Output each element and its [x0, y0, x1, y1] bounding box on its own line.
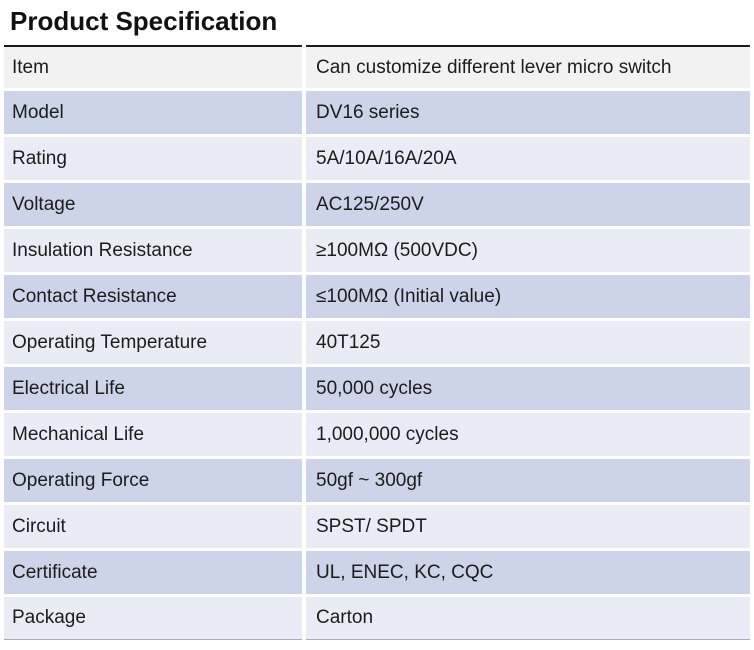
- table-row: Package Carton: [4, 597, 750, 640]
- spec-value-cell: Can customize different lever micro swit…: [306, 45, 750, 88]
- spec-value-cell: ≥100MΩ (500VDC): [306, 229, 750, 272]
- spec-label-cell: Circuit: [4, 505, 302, 548]
- spec-label-cell: Certificate: [4, 551, 302, 594]
- table-row: Operating Temperature 40T125: [4, 321, 750, 364]
- spec-label-cell: Mechanical Life: [4, 413, 302, 456]
- spec-label-cell: Operating Temperature: [4, 321, 302, 364]
- product-specification-table: Item Can customize different lever micro …: [0, 42, 754, 643]
- table-row: Electrical Life 50,000 cycles: [4, 367, 750, 410]
- table-row: Contact Resistance ≤100MΩ (Initial value): [4, 275, 750, 318]
- spec-label-cell: Rating: [4, 137, 302, 180]
- spec-value-cell: 50gf ~ 300gf: [306, 459, 750, 502]
- table-row: Certificate UL, ENEC, KC, CQC: [4, 551, 750, 594]
- spec-label-cell: Voltage: [4, 183, 302, 226]
- table-row: Model DV16 series: [4, 91, 750, 134]
- spec-value-cell: UL, ENEC, KC, CQC: [306, 551, 750, 594]
- spec-label-cell: Contact Resistance: [4, 275, 302, 318]
- spec-value-cell: SPST/ SPDT: [306, 505, 750, 548]
- spec-value-cell: DV16 series: [306, 91, 750, 134]
- spec-value-cell: AC125/250V: [306, 183, 750, 226]
- table-row: Voltage AC125/250V: [4, 183, 750, 226]
- page-title: Product Specification: [10, 6, 278, 36]
- table-row: Operating Force 50gf ~ 300gf: [4, 459, 750, 502]
- spec-label-cell: Insulation Resistance: [4, 229, 302, 272]
- spec-label-cell: Package: [4, 597, 302, 640]
- spec-label-cell: Operating Force: [4, 459, 302, 502]
- spec-value-cell: 1,000,000 cycles: [306, 413, 750, 456]
- table-row: Item Can customize different lever micro …: [4, 45, 750, 88]
- spec-table-body: Item Can customize different lever micro …: [4, 45, 750, 640]
- table-row: Rating 5A/10A/16A/20A: [4, 137, 750, 180]
- spec-value-cell: ≤100MΩ (Initial value): [306, 275, 750, 318]
- spec-value-cell: Carton: [306, 597, 750, 640]
- spec-value-cell: 40T125: [306, 321, 750, 364]
- spec-value-cell: 50,000 cycles: [306, 367, 750, 410]
- spec-value-cell: 5A/10A/16A/20A: [306, 137, 750, 180]
- table-row: Insulation Resistance ≥100MΩ (500VDC): [4, 229, 750, 272]
- table-row: Mechanical Life 1,000,000 cycles: [4, 413, 750, 456]
- spec-label-cell: Electrical Life: [4, 367, 302, 410]
- spec-label-cell: Item: [4, 45, 302, 88]
- spec-label-cell: Model: [4, 91, 302, 134]
- table-row: Circuit SPST/ SPDT: [4, 505, 750, 548]
